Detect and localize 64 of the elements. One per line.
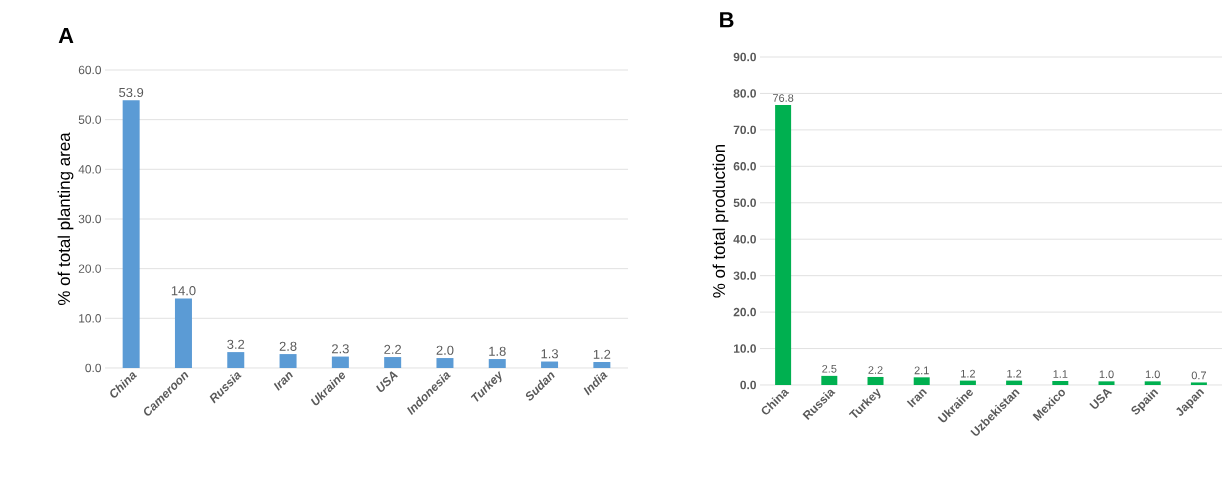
- x-tick-label: Iran: [906, 389, 927, 408]
- y-tick-label: 0.0: [740, 380, 756, 390]
- y-tick-label: 10.0: [733, 344, 756, 353]
- bar: [384, 357, 402, 368]
- y-tick-label: 20.0: [733, 307, 756, 317]
- chart-title: A: [58, 27, 74, 43]
- data-label: 1.0: [1099, 370, 1114, 379]
- bar: [821, 375, 838, 385]
- bar: [913, 377, 930, 385]
- data-label: 2.2: [384, 344, 402, 354]
- bar: [1144, 381, 1161, 385]
- data-label: 1.3: [541, 349, 558, 359]
- data-label: 1.2: [961, 369, 975, 378]
- y-tick-label: 40.0: [78, 165, 102, 174]
- x-tick-label: Iran: [273, 371, 293, 391]
- data-label: 3.2: [227, 339, 245, 349]
- bar: [174, 298, 192, 368]
- y-tick-label: 30.0: [78, 214, 102, 224]
- chart-title: B: [720, 12, 734, 28]
- bar: [279, 354, 297, 368]
- bar: [775, 105, 792, 385]
- bar: [1098, 381, 1115, 385]
- bar: [122, 100, 140, 368]
- data-label: 2.1: [914, 366, 929, 375]
- data-label: 1.2: [593, 349, 611, 359]
- y-tick-label: 50.0: [78, 115, 102, 124]
- data-label: 76.8: [773, 94, 794, 102]
- data-label: 2.3: [332, 344, 349, 354]
- x-tick-label: USA: [1089, 389, 1113, 409]
- data-label: 1.2: [1007, 369, 1022, 378]
- data-label: 2.0: [436, 345, 454, 355]
- y-tick-label: 30.0: [733, 271, 756, 280]
- bar: [436, 358, 454, 368]
- bar: [867, 376, 884, 385]
- bar: [227, 352, 245, 368]
- bar: [541, 361, 559, 368]
- bar: [1006, 380, 1023, 385]
- y-tick-label: 40.0: [733, 234, 756, 244]
- y-tick-label: 10.0: [79, 314, 102, 323]
- y-axis-title: % of total planting area: [57, 132, 74, 305]
- bar: [593, 362, 611, 368]
- data-label: 2.5: [822, 364, 837, 373]
- data-label: 1.1: [1053, 370, 1068, 378]
- y-tick-label: 0.0: [85, 363, 102, 373]
- y-tick-label: 50.0: [733, 198, 756, 207]
- data-label: 2.2: [868, 366, 883, 374]
- data-label: 2.8: [279, 341, 297, 351]
- y-tick-label: 80.0: [733, 89, 756, 98]
- y-tick-label: 60.0: [733, 162, 756, 171]
- bar: [488, 359, 506, 368]
- data-label: 14.0: [171, 286, 196, 296]
- bar: [331, 356, 349, 368]
- bar: [1190, 382, 1207, 385]
- y-tick-label: 20.0: [78, 264, 102, 273]
- data-label: 53.9: [119, 87, 144, 98]
- y-tick-label: 70.0: [733, 125, 756, 135]
- y-axis-title: % of total production: [712, 144, 729, 298]
- y-tick-label: 90.0: [733, 52, 756, 62]
- y-tick-label: 60.0: [78, 65, 102, 75]
- bar: [959, 380, 976, 385]
- bar: [1052, 380, 1069, 385]
- data-label: 1.8: [489, 346, 506, 356]
- data-label: 0.7: [1191, 371, 1206, 380]
- data-label: 1.0: [1145, 370, 1160, 379]
